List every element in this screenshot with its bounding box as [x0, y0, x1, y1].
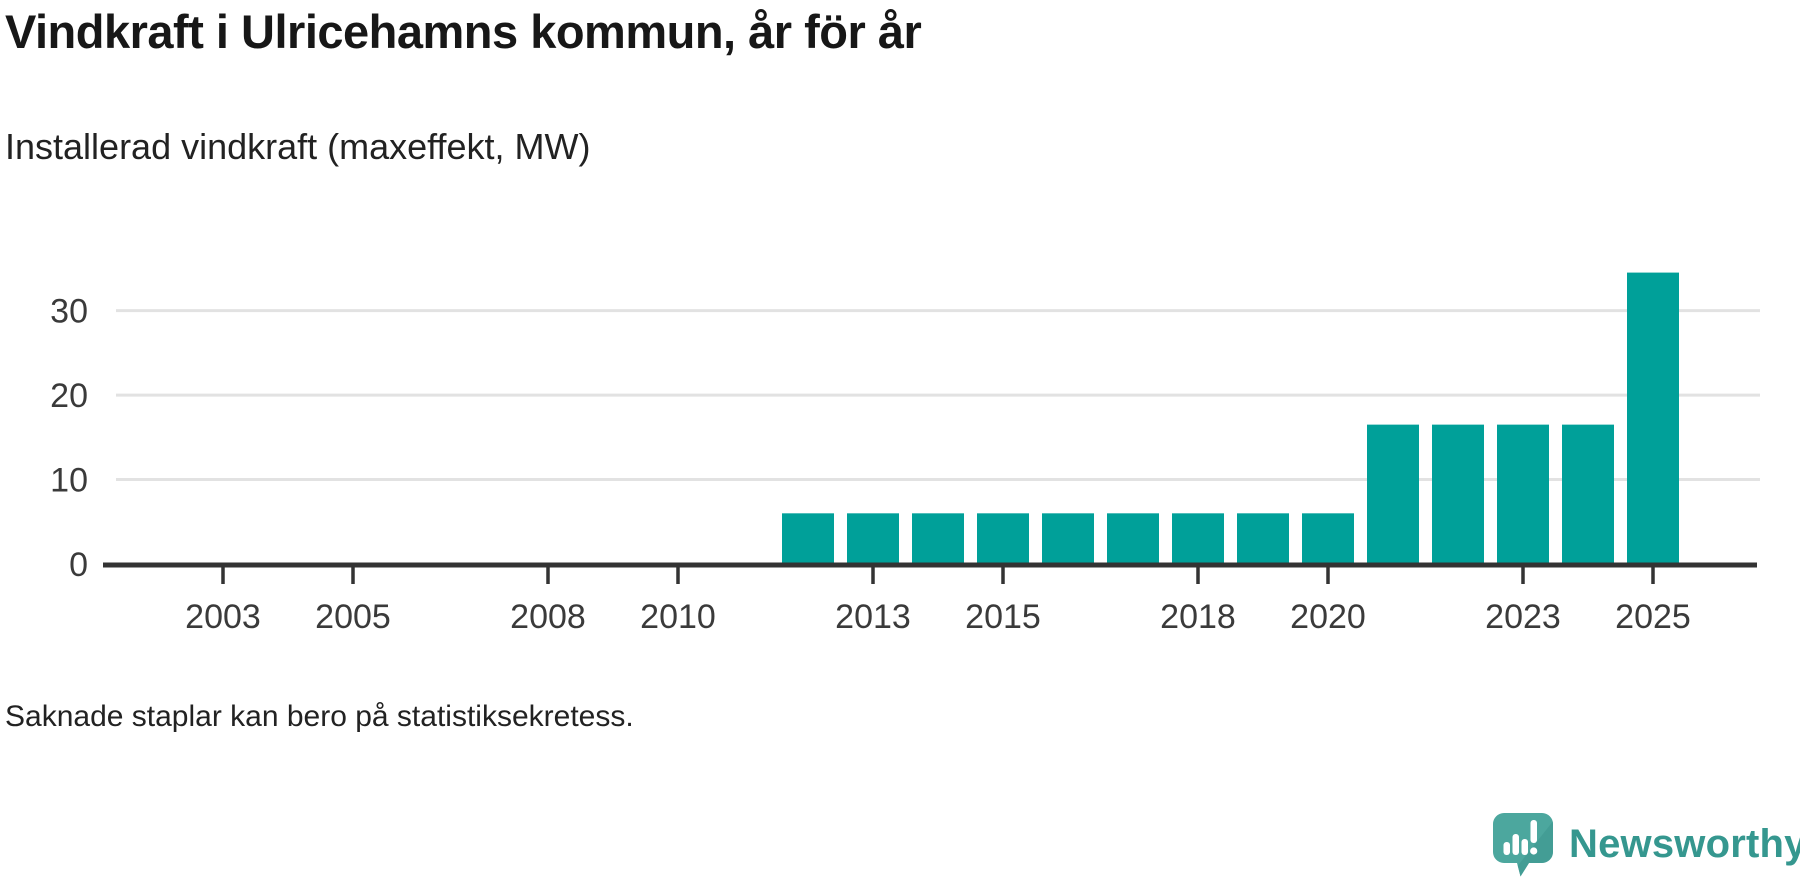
x-tick-label-2010: 2010 [640, 598, 716, 636]
bar-2019 [1237, 513, 1289, 565]
bar-2020 [1302, 513, 1354, 565]
bar-2023 [1497, 424, 1549, 565]
footnote: Saknade staplar kan bero på statistiksek… [5, 700, 634, 733]
bar-2018 [1172, 513, 1224, 565]
bar-2021 [1367, 424, 1419, 565]
bar-2025 [1627, 272, 1679, 565]
logo-bar-3 [1521, 838, 1528, 855]
bar-2017 [1107, 513, 1159, 565]
bar-chart: 0 10 20 30 2003 2005 2008 2010 2013 2015 2018 2020 2… [50, 272, 1760, 636]
x-tick-label-2008: 2008 [510, 598, 586, 636]
bar-2016 [1042, 513, 1094, 565]
newsworthy-logo: Newsworthy [1492, 812, 1800, 876]
bar-2024 [1562, 424, 1614, 565]
y-axis-label-10: 10 [50, 462, 88, 500]
y-axis-label-20: 20 [50, 377, 88, 415]
newsworthy-bubble-icon [1493, 812, 1553, 876]
bar-2013 [847, 513, 899, 565]
chart-subtitle: Installerad vindkraft (maxeffekt, MW) [5, 126, 591, 167]
newsworthy-logo-text: Newsworthy [1569, 822, 1800, 866]
x-tick-label-2020: 2020 [1290, 598, 1366, 636]
y-axis-label-0: 0 [69, 546, 88, 584]
x-tick-label-2005: 2005 [315, 598, 391, 636]
x-tick-label-2013: 2013 [835, 598, 911, 636]
bar-2012 [782, 513, 834, 565]
bar-2022 [1432, 424, 1484, 565]
x-tick-label-2015: 2015 [965, 598, 1041, 636]
bar-2015 [977, 513, 1029, 565]
y-axis-label-30: 30 [50, 293, 88, 331]
chart-title: Vindkraft i Ulricehamns kommun, år för å… [5, 5, 922, 58]
logo-exclamation-dot [1530, 846, 1538, 855]
x-tick-label-2018: 2018 [1160, 598, 1236, 636]
logo-exclamation-bar [1530, 819, 1537, 843]
bar-2014 [912, 513, 964, 565]
x-tick-label-2003: 2003 [185, 598, 261, 636]
x-tick-label-2025: 2025 [1615, 598, 1691, 636]
logo-bar-1 [1503, 841, 1510, 855]
logo-bar-2 [1512, 833, 1519, 855]
x-tick-label-2023: 2023 [1485, 598, 1561, 636]
